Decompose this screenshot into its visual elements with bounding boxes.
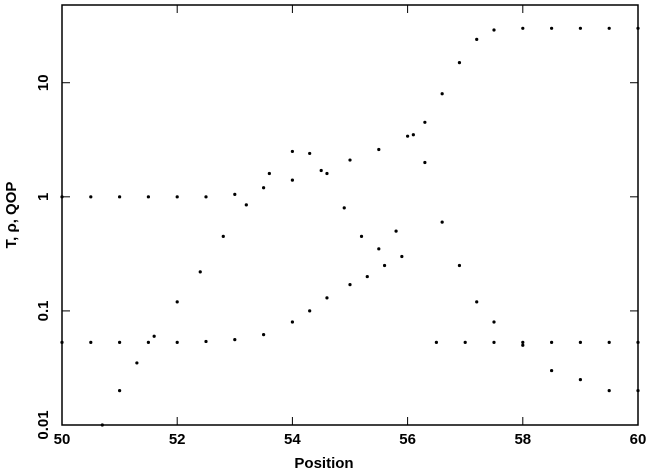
point <box>118 389 122 393</box>
point <box>60 195 64 199</box>
plot-frame <box>61 4 639 426</box>
point <box>175 340 179 344</box>
point <box>308 151 312 156</box>
point <box>394 229 398 233</box>
point <box>457 61 462 65</box>
x-axis-label: Position <box>294 455 353 472</box>
point <box>89 195 93 199</box>
point <box>521 343 525 347</box>
point <box>267 171 271 176</box>
point <box>475 37 479 41</box>
point <box>262 332 266 337</box>
point <box>440 92 444 96</box>
point <box>319 168 323 173</box>
point <box>204 339 208 344</box>
point <box>244 203 248 207</box>
y-axis-label: T, ρ, QOP <box>3 182 20 249</box>
point <box>411 133 415 137</box>
point <box>377 247 381 251</box>
point <box>636 389 640 393</box>
point <box>342 206 346 210</box>
y-tick-label: 10 <box>35 74 52 91</box>
point <box>578 377 583 382</box>
y-tick-label: 0.1 <box>35 300 52 321</box>
point <box>348 283 352 287</box>
point <box>365 274 369 279</box>
x-tick-label: 50 <box>54 431 71 448</box>
point <box>146 195 150 199</box>
point <box>578 26 583 30</box>
point <box>175 195 179 199</box>
point <box>204 195 208 199</box>
point <box>463 340 467 344</box>
point <box>290 149 294 154</box>
y-tick-label: 0.01 <box>35 410 52 439</box>
point <box>440 220 444 224</box>
point <box>100 423 104 427</box>
point <box>290 320 294 324</box>
point <box>233 192 237 196</box>
point <box>198 270 202 274</box>
y-tick-label: 1 <box>35 193 52 201</box>
point <box>492 340 496 344</box>
x-tick-label: 60 <box>630 431 647 448</box>
point <box>175 300 179 304</box>
point <box>521 26 525 30</box>
point <box>550 368 554 373</box>
point <box>636 26 640 30</box>
point <box>607 26 611 30</box>
point <box>308 309 312 313</box>
point <box>118 340 122 344</box>
point <box>262 186 266 190</box>
point <box>550 26 554 30</box>
point <box>521 340 525 344</box>
point <box>406 134 410 138</box>
point <box>607 340 611 344</box>
point <box>550 340 554 344</box>
point <box>221 234 225 238</box>
point <box>423 120 427 124</box>
point <box>359 234 364 238</box>
point <box>89 340 93 344</box>
point <box>434 340 438 344</box>
point <box>423 160 427 165</box>
point <box>400 254 404 259</box>
point <box>146 340 150 344</box>
point <box>636 340 640 344</box>
x-tick-label: 54 <box>284 431 301 448</box>
point <box>578 340 583 344</box>
x-tick-label: 52 <box>169 431 186 448</box>
point <box>325 171 329 176</box>
point <box>475 300 479 304</box>
point <box>325 296 329 300</box>
point <box>607 389 611 393</box>
point <box>135 361 139 365</box>
x-tick-label: 58 <box>514 431 531 448</box>
point <box>377 147 381 152</box>
point <box>152 334 156 338</box>
point <box>233 338 237 342</box>
point <box>290 178 294 182</box>
point <box>382 263 387 268</box>
point <box>492 320 496 324</box>
point <box>60 340 64 344</box>
x-tick-label: 56 <box>399 431 416 448</box>
point <box>457 263 462 268</box>
point <box>492 28 496 32</box>
point <box>348 158 352 162</box>
point <box>118 195 122 199</box>
